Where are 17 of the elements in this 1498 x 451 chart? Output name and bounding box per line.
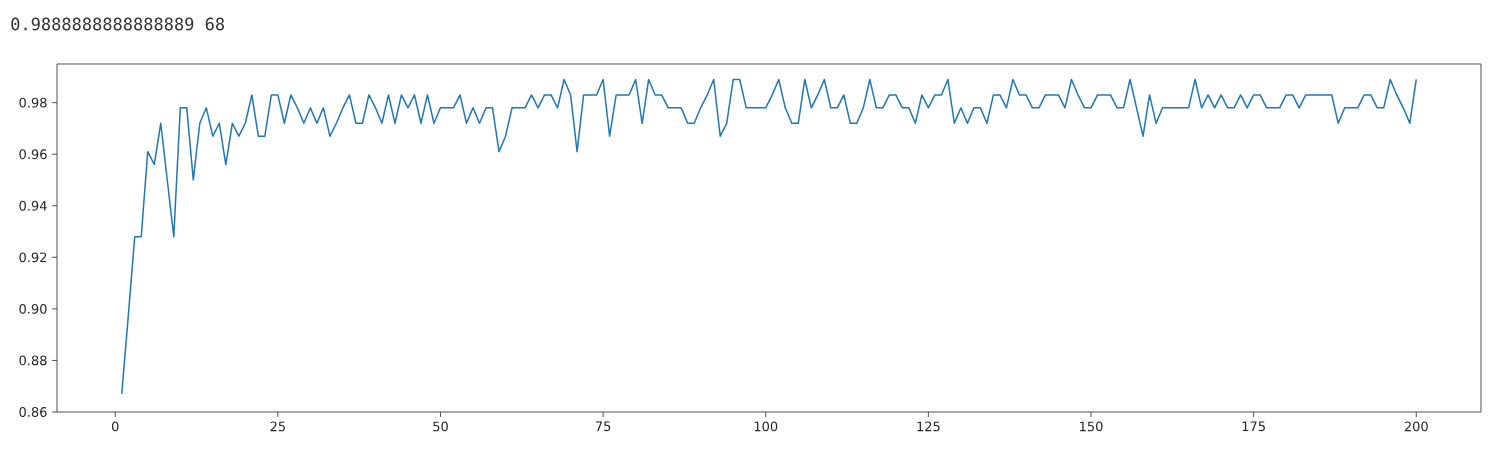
y-tick-label: 0.92 <box>19 252 47 263</box>
x-tick-label: 75 <box>595 421 611 432</box>
y-tick-label: 0.98 <box>19 97 47 108</box>
y-tick-label: 0.96 <box>19 149 47 160</box>
y-tick-label: 0.94 <box>19 200 47 211</box>
x-tick-label: 100 <box>754 421 778 432</box>
text: 0.9888888888888889 68 <box>11 17 225 31</box>
x-tick-label: 25 <box>270 421 285 432</box>
y-tick-label: 0.86 <box>19 407 47 417</box>
x-tick-label: 125 <box>917 421 940 432</box>
x-tick-label: 50 <box>433 421 448 432</box>
x-tick-label: 175 <box>1242 421 1265 432</box>
x-tick-label: 200 <box>1404 421 1428 432</box>
x-tick-label: 0 <box>111 421 119 432</box>
x-tick-label: 150 <box>1080 421 1103 432</box>
y-tick-label: 0.90 <box>19 303 47 314</box>
y-tick-label: 0.88 <box>19 355 47 366</box>
